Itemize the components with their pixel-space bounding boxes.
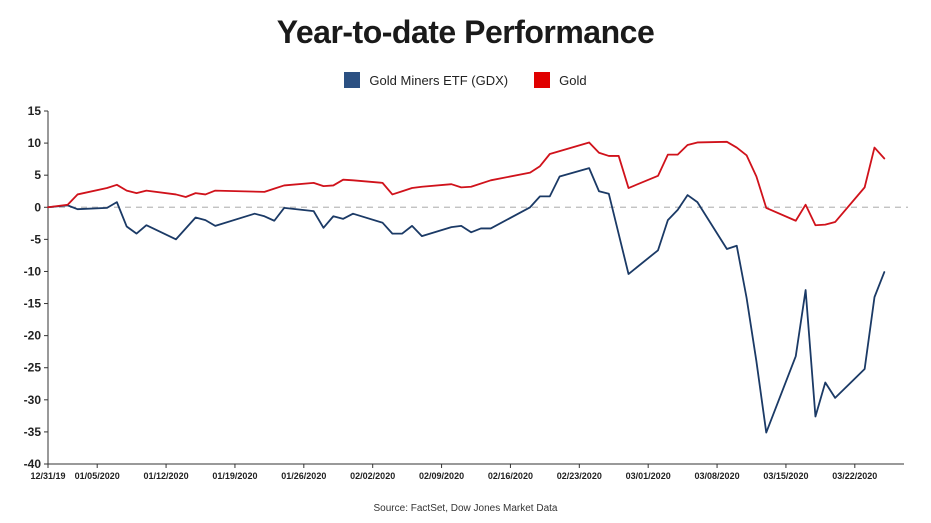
x-tick-label: 01/19/2020 <box>212 471 257 481</box>
x-tick-label: 01/05/2020 <box>75 471 120 481</box>
x-tick-label: 03/01/2020 <box>626 471 671 481</box>
y-tick-label: -35 <box>24 425 42 439</box>
legend-label-gdx: Gold Miners ETF (GDX) <box>369 72 509 88</box>
series-line-gold <box>47 140 886 227</box>
x-tick-label: 02/16/2020 <box>488 471 533 481</box>
source-note: Source: FactSet, Dow Jones Market Data <box>373 503 558 514</box>
y-tick-label: -25 <box>24 361 42 375</box>
y-tick-label: 10 <box>28 136 42 150</box>
y-tick-label: 5 <box>34 168 41 182</box>
x-tick-label: 02/09/2020 <box>419 471 464 481</box>
y-tick-label: -20 <box>24 329 42 343</box>
chart-title: Year-to-date Performance <box>276 14 655 50</box>
x-tick-label: 03/08/2020 <box>695 471 740 481</box>
y-tick-label: -15 <box>24 297 42 311</box>
y-tick-label: -40 <box>24 457 42 471</box>
legend-swatch-gold <box>534 72 551 88</box>
legend-item-gdx: Gold Miners ETF (GDX) <box>344 72 508 88</box>
legend-label-gold: Gold <box>559 72 587 88</box>
y-tick-label: 0 <box>34 200 41 214</box>
x-tick-label: 03/22/2020 <box>832 471 877 481</box>
series-line-gdx <box>47 167 886 434</box>
y-tick-label: -5 <box>30 232 41 246</box>
x-tick-label: 03/15/2020 <box>763 471 808 481</box>
y-tick-label: -30 <box>24 393 42 407</box>
legend-item-gold: Gold <box>534 72 587 88</box>
y-tick-label: -10 <box>24 264 42 278</box>
x-tick-label: 02/02/2020 <box>350 471 395 481</box>
x-tick-label: 01/12/2020 <box>144 471 189 481</box>
chart-series <box>47 140 886 434</box>
x-tick-label: 01/26/2020 <box>281 471 326 481</box>
x-tick-label: 02/23/2020 <box>557 471 602 481</box>
x-tick-label: 12/31/19 <box>30 471 65 481</box>
y-tick-label: 15 <box>28 104 42 118</box>
chart-legend: Gold Miners ETF (GDX) Gold <box>0 72 931 88</box>
legend-swatch-gdx <box>344 72 361 88</box>
